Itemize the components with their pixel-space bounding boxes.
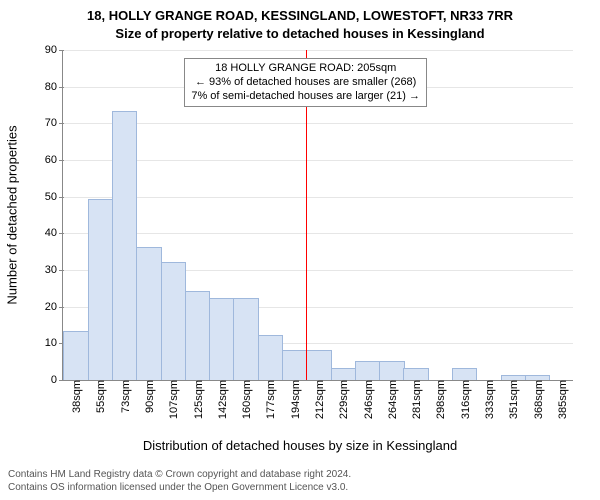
- footer-line-2: Contains OS information licensed under t…: [8, 482, 351, 495]
- histogram-bar: [452, 368, 477, 380]
- histogram-bar: [233, 298, 258, 380]
- x-tick-label: 38sqm: [67, 380, 83, 413]
- x-tick-label: 229sqm: [334, 380, 350, 419]
- histogram-bar: [306, 350, 331, 380]
- x-tick-label: 298sqm: [431, 380, 447, 419]
- x-tick-label: 107sqm: [164, 380, 180, 419]
- histogram-bar: [258, 335, 283, 380]
- histogram-plot: 010203040506070809038sqm55sqm73sqm90sqm1…: [62, 50, 573, 381]
- address-title: 18, HOLLY GRANGE ROAD, KESSINGLAND, LOWE…: [0, 8, 600, 23]
- histogram-bar: [161, 262, 186, 380]
- histogram-bar: [331, 368, 356, 380]
- histogram-bar: [185, 291, 210, 380]
- x-tick-label: 368sqm: [529, 380, 545, 419]
- gridline: [63, 233, 573, 234]
- histogram-bar: [63, 331, 88, 380]
- subtitle: Size of property relative to detached ho…: [0, 26, 600, 41]
- x-axis-label: Distribution of detached houses by size …: [0, 438, 600, 453]
- histogram-bar: [209, 298, 234, 380]
- x-tick-label: 351sqm: [504, 380, 520, 419]
- gridline: [63, 123, 573, 124]
- y-tick-label: 70: [45, 117, 63, 129]
- x-tick-label: 246sqm: [359, 380, 375, 419]
- y-tick-label: 10: [45, 337, 63, 349]
- x-tick-label: 73sqm: [116, 380, 132, 413]
- x-tick-label: 125sqm: [189, 380, 205, 419]
- x-tick-label: 385sqm: [553, 380, 569, 419]
- annotation-line: 18 HOLLY GRANGE ROAD: 205sqm: [191, 62, 420, 76]
- histogram-bar: [403, 368, 428, 380]
- x-tick-label: 264sqm: [383, 380, 399, 419]
- histogram-bar: [379, 361, 404, 380]
- histogram-bar: [88, 199, 113, 380]
- y-tick-label: 40: [45, 227, 63, 239]
- x-tick-label: 55sqm: [91, 380, 107, 413]
- x-tick-label: 177sqm: [261, 380, 277, 419]
- license-footer: Contains HM Land Registry data © Crown c…: [8, 469, 351, 494]
- gridline: [63, 160, 573, 161]
- histogram-bar: [136, 247, 161, 380]
- gridline: [63, 197, 573, 198]
- histogram-bar: [355, 361, 380, 380]
- histogram-bar: [282, 350, 307, 380]
- y-tick-label: 30: [45, 264, 63, 276]
- x-tick-label: 333sqm: [480, 380, 496, 419]
- footer-line-1: Contains HM Land Registry data © Crown c…: [8, 469, 351, 482]
- annotation-box: 18 HOLLY GRANGE ROAD: 205sqm← 93% of det…: [184, 58, 427, 107]
- y-tick-label: 50: [45, 191, 63, 203]
- y-tick-label: 90: [45, 44, 63, 56]
- x-tick-label: 212sqm: [310, 380, 326, 419]
- y-tick-label: 80: [45, 81, 63, 93]
- x-tick-label: 90sqm: [140, 380, 156, 413]
- gridline: [63, 50, 573, 51]
- x-tick-label: 160sqm: [237, 380, 253, 419]
- y-tick-label: 60: [45, 154, 63, 166]
- y-tick-label: 20: [45, 301, 63, 313]
- y-tick-label: 0: [51, 374, 63, 386]
- histogram-bar: [112, 111, 137, 380]
- x-tick-label: 194sqm: [286, 380, 302, 419]
- x-tick-label: 142sqm: [213, 380, 229, 419]
- annotation-line: 7% of semi-detached houses are larger (2…: [191, 90, 420, 104]
- y-axis-label: Number of detached properties: [5, 125, 20, 304]
- x-tick-label: 316sqm: [456, 380, 472, 419]
- x-tick-label: 281sqm: [407, 380, 423, 419]
- annotation-line: ← 93% of detached houses are smaller (26…: [191, 76, 420, 90]
